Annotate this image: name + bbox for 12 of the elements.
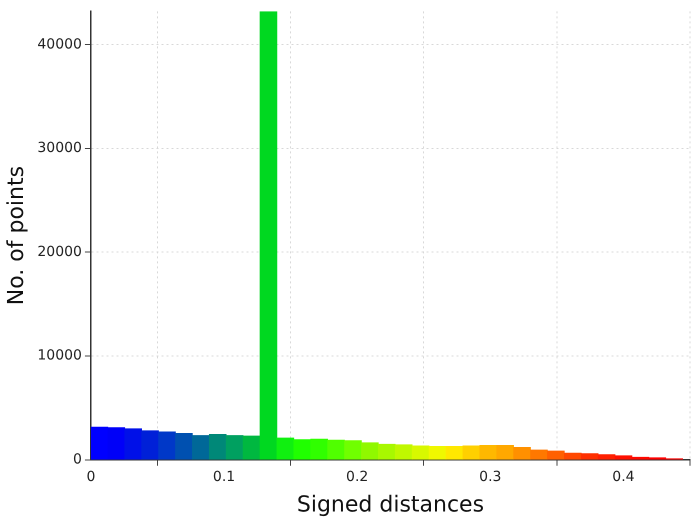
x-tick-label: 0.2 xyxy=(346,468,368,485)
x-axis-title: Signed distances xyxy=(296,492,484,518)
x-tick-label: 0.4 xyxy=(612,468,635,485)
x-tick-label: 0 xyxy=(86,468,96,485)
y-tick-label: 20000 xyxy=(37,244,82,260)
x-tick-label: 0.3 xyxy=(479,468,502,485)
y-tick-label: 10000 xyxy=(37,348,82,364)
y-tick-label: 30000 xyxy=(37,140,82,156)
y-tick-label: 0 xyxy=(73,451,82,468)
y-tick-label: 40000 xyxy=(37,36,82,52)
y-axis-title: No. of points xyxy=(4,166,29,306)
x-tick-label: 0.1 xyxy=(212,468,236,485)
